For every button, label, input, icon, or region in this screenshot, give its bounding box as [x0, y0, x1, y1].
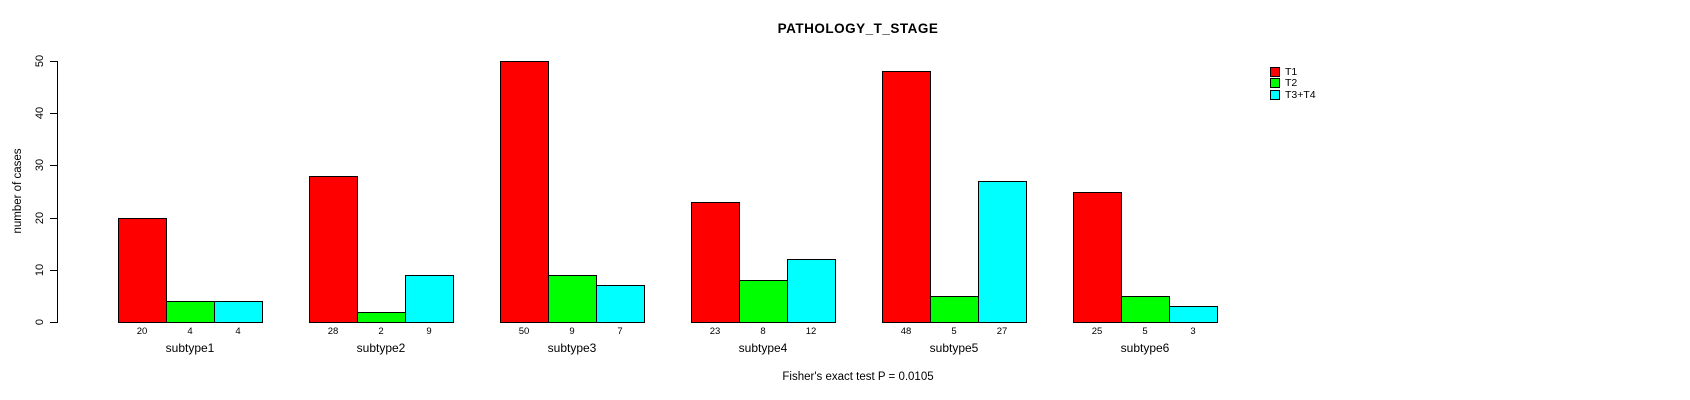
x-category-label-subtype1: subtype1: [165, 341, 215, 355]
y-tick-mark: [50, 322, 57, 323]
bar-value-label: 4: [235, 326, 241, 337]
y-axis-line: [57, 61, 58, 323]
y-axis-label: number of cases: [12, 148, 24, 234]
bar-value-label: 28: [327, 326, 339, 337]
bar-value-label: 9: [569, 326, 575, 337]
y-tick-label: 50: [34, 54, 46, 68]
bar-value-label: 5: [951, 326, 957, 337]
y-tick-mark: [50, 269, 57, 271]
legend-row: T1: [1270, 66, 1316, 78]
x-category-label-subtype6: subtype6: [1120, 341, 1170, 355]
x-category-label-subtype5: subtype5: [929, 341, 979, 355]
legend-row: T3+T4: [1270, 89, 1316, 101]
bar-T1-subtype2: [309, 175, 358, 323]
bar-T2-subtype4: [739, 280, 788, 323]
x-category-label-subtype4: subtype4: [738, 341, 788, 355]
legend-swatch-T3+T4: [1270, 89, 1280, 100]
bar-T3+T4-subtype1: [214, 301, 263, 323]
bar-T1-subtype6: [1073, 191, 1122, 323]
bar-T3+T4-subtype2: [405, 275, 454, 323]
x-category-label-subtype2: subtype2: [356, 341, 406, 355]
bar-value-label: 9: [426, 326, 432, 337]
bar-T2-subtype6: [1121, 295, 1170, 323]
chart-title: PATHOLOGY_T_STAGE: [777, 21, 939, 36]
y-tick-label: 40: [34, 107, 46, 120]
bar-T3+T4-subtype5: [978, 181, 1027, 323]
bar-T2-subtype5: [930, 295, 979, 323]
bar-value-label: 2: [378, 326, 384, 337]
legend-label: T1: [1285, 65, 1298, 78]
bar-T1-subtype3: [500, 61, 549, 323]
y-tick-label: 20: [34, 211, 46, 224]
y-tick-mark: [50, 217, 57, 219]
y-tick-label: 10: [34, 263, 46, 276]
bar-T3+T4-subtype3: [596, 285, 645, 323]
bar-value-label: 23: [709, 326, 721, 337]
legend-row: T2: [1270, 78, 1316, 90]
bar-T1-subtype1: [118, 217, 167, 323]
bar-value-label: 27: [996, 326, 1008, 337]
bar-value-label: 8: [760, 326, 766, 337]
bar-value-label: 3: [1190, 326, 1196, 337]
bar-value-label: 12: [805, 326, 817, 337]
x-category-label-subtype3: subtype3: [547, 341, 597, 355]
bar-value-label: 5: [1142, 326, 1148, 337]
bar-value-label: 50: [518, 326, 530, 337]
stat-annotation: Fisher's exact test P = 0.0105: [782, 371, 934, 383]
y-tick-label: 0: [34, 318, 46, 326]
y-tick-mark: [50, 165, 57, 167]
legend: T1 T2 T3+T4: [1270, 66, 1316, 101]
y-tick-mark: [50, 113, 57, 115]
bar-T1-subtype4: [691, 201, 740, 323]
legend-swatch-T2: [1270, 78, 1280, 89]
bar-value-label: 4: [187, 326, 193, 337]
bar-T2-subtype3: [548, 275, 597, 323]
legend-label: T2: [1285, 77, 1298, 90]
bar-T2-subtype2: [357, 311, 406, 323]
bar-value-label: 7: [617, 326, 623, 337]
bar-T2-subtype1: [166, 301, 215, 323]
bar-T3+T4-subtype6: [1169, 306, 1218, 323]
bar-value-label: 25: [1091, 326, 1103, 337]
legend-label: T3+T4: [1285, 88, 1316, 101]
bar-T1-subtype5: [882, 71, 931, 323]
bar-T3+T4-subtype4: [787, 259, 836, 323]
bar-value-label: 20: [136, 326, 148, 337]
y-tick-label: 30: [34, 159, 46, 172]
legend-swatch-T1: [1270, 66, 1280, 77]
y-tick-mark: [50, 61, 57, 62]
bar-value-label: 48: [900, 326, 912, 337]
